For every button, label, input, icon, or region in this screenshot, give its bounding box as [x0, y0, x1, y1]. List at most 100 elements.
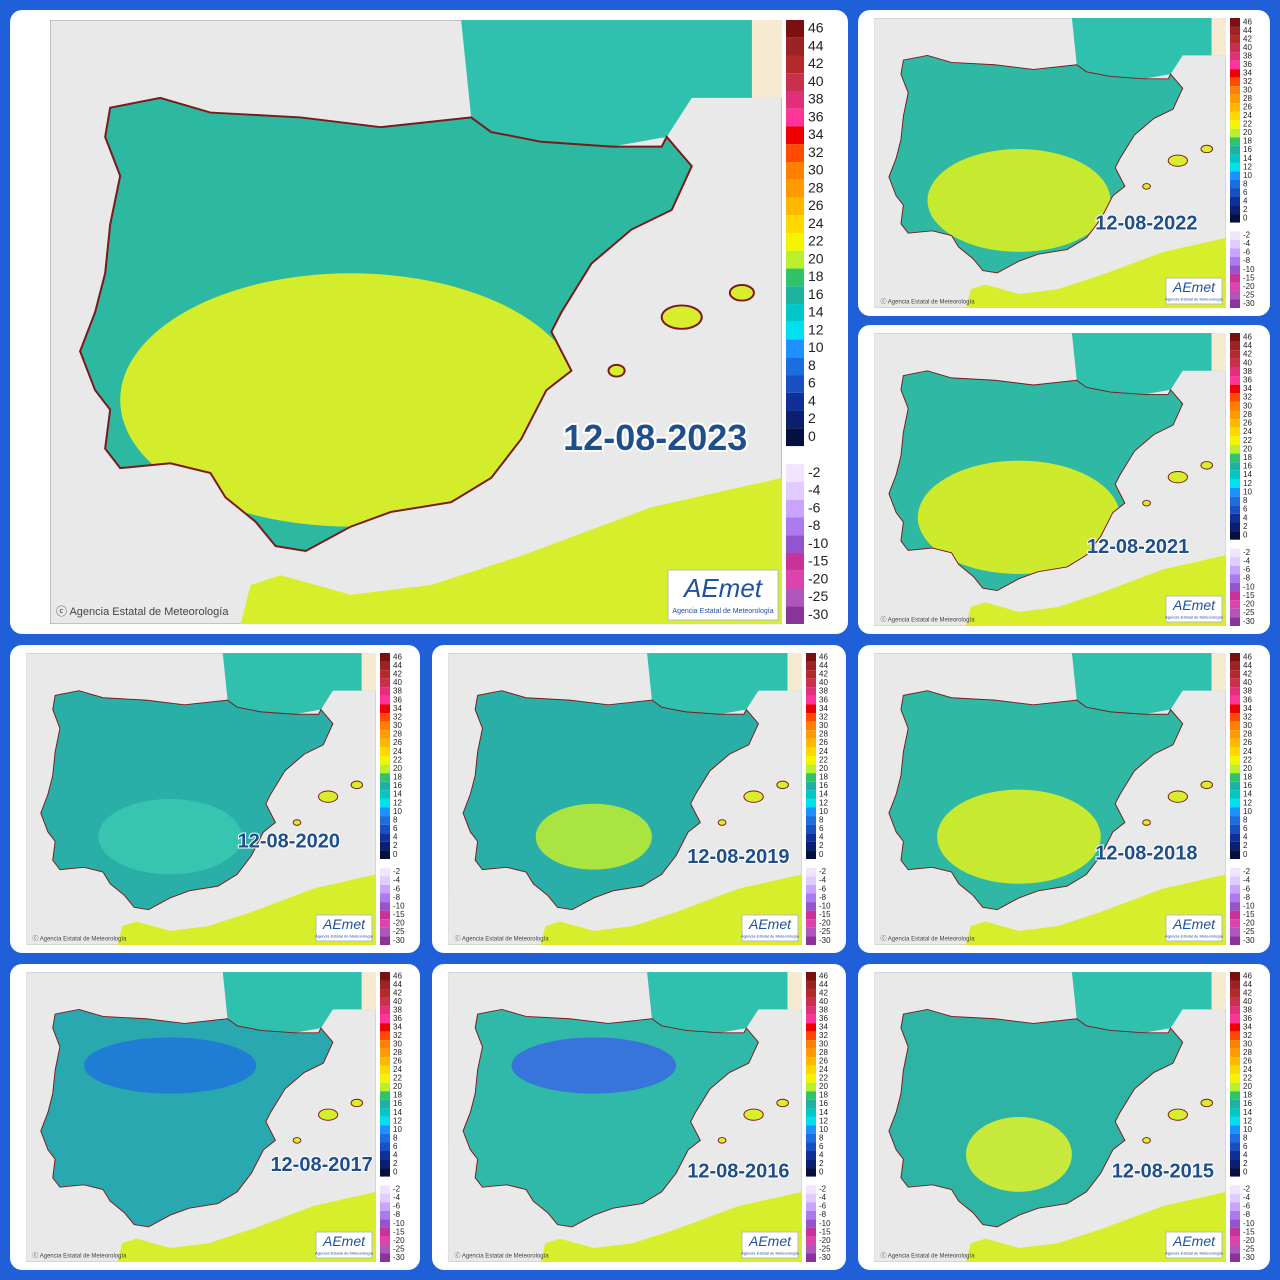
- legend-label: 14: [393, 790, 402, 799]
- legend-label: -6: [819, 1202, 827, 1211]
- legend-label: -15: [393, 1227, 405, 1236]
- island: [1167, 470, 1188, 484]
- panel-svg: 4644424038363432302826242220181614121086…: [50, 20, 828, 624]
- legend-label: 38: [1243, 1005, 1252, 1014]
- legend-label: -4: [393, 876, 401, 885]
- france: [461, 20, 782, 147]
- legend-label: 12: [393, 1116, 402, 1125]
- coast: [40, 690, 334, 911]
- island: [1200, 461, 1213, 470]
- legend-swatch: [380, 824, 390, 834]
- legend-label: -25: [1243, 608, 1255, 617]
- legend-label: 44: [393, 980, 402, 989]
- legend-label: 22: [819, 1074, 828, 1083]
- legend-swatch: [380, 1210, 390, 1220]
- logo-brand: AEmet: [322, 1233, 366, 1249]
- legend-label: 10: [1243, 487, 1252, 496]
- legend-label: 36: [1243, 375, 1252, 384]
- legend-swatch: [1230, 531, 1240, 540]
- legend-label: 42: [1243, 34, 1252, 43]
- legend-label: 30: [1243, 721, 1252, 730]
- legend-swatch: [1230, 1193, 1240, 1203]
- legend-swatch: [1230, 738, 1240, 748]
- legend-swatch: [1230, 248, 1240, 257]
- legend-swatch: [380, 927, 390, 937]
- legend-label: 46: [808, 20, 824, 36]
- legend-swatch: [1230, 333, 1240, 342]
- legend-label: 32: [1243, 77, 1252, 86]
- legend-label: -8: [819, 893, 827, 902]
- legend-label: 8: [819, 815, 824, 824]
- island: [318, 790, 339, 803]
- map-panel: 46 44 42 40 38 36 34 32 30 28 26 24 22 20 18 16 14 12 10 8 6…: [858, 10, 1270, 316]
- legend-swatch: [1230, 488, 1240, 497]
- legend-swatch: [806, 1006, 816, 1015]
- legend-label: -15: [808, 553, 828, 569]
- legend-swatch: [806, 833, 816, 842]
- legend-swatch: [1230, 1236, 1240, 1245]
- legend-label: -25: [1243, 1244, 1255, 1253]
- edge-strip: [1211, 333, 1226, 371]
- legend-label: -4: [1243, 1193, 1251, 1202]
- legend-swatch: [1230, 171, 1240, 180]
- legend-swatch: [1230, 591, 1240, 601]
- legend-swatch: [806, 798, 816, 808]
- copyright: ⓒ Agencia Estatal de Meteorología: [56, 605, 229, 618]
- legend-label: -15: [819, 1227, 831, 1236]
- legend-swatch: [1230, 282, 1240, 291]
- legend-label: -30: [808, 606, 828, 622]
- legend-label: -8: [1243, 256, 1251, 265]
- legend-swatch: [1230, 661, 1240, 671]
- legend-label: 42: [393, 670, 402, 679]
- legend-swatch: [806, 816, 816, 825]
- legend-label: 14: [393, 1108, 402, 1117]
- temperature-zone: [927, 148, 1111, 252]
- legend-label: 6: [1243, 1142, 1248, 1151]
- legend-label: 34: [1243, 384, 1252, 393]
- map-panel: 46 44 42 40 38 36 34 32 30 28 26 24 22 20 18 16 14 12 10 8 6…: [432, 964, 846, 1270]
- legend-label: -6: [808, 499, 821, 515]
- legend-swatch: [1230, 608, 1240, 618]
- legend-swatch: [1230, 350, 1240, 359]
- panel-svg: 4644424038363432302826242220181614121086…: [448, 652, 831, 945]
- legend-swatch: [380, 1133, 390, 1143]
- legend-swatch: [786, 37, 804, 56]
- legend-label: -4: [819, 876, 827, 885]
- legend-swatch: [786, 321, 804, 340]
- legend-swatch: [1230, 1244, 1240, 1254]
- legend-swatch: [1230, 1091, 1240, 1100]
- legend-swatch: [1230, 1099, 1240, 1109]
- island: [728, 284, 755, 302]
- legend-label: 42: [1243, 350, 1252, 359]
- map: [874, 333, 1226, 626]
- legend-swatch: [786, 481, 804, 500]
- legend-label: 40: [819, 678, 828, 687]
- france: [1071, 972, 1226, 1033]
- legend-label: 32: [1243, 393, 1252, 402]
- legend-swatch: [1230, 910, 1240, 920]
- copyright: ⓒ Agencia Estatal de Meteorología: [455, 1252, 550, 1260]
- island: [717, 1137, 727, 1144]
- legend-swatch: [1230, 1048, 1240, 1058]
- legend-label: 14: [1243, 790, 1252, 799]
- legend-swatch: [1230, 1014, 1240, 1024]
- legend-swatch: [806, 936, 816, 945]
- legend-label: -2: [819, 1185, 827, 1194]
- legend-label: -10: [1243, 265, 1255, 274]
- legend-label: 6: [808, 375, 816, 391]
- legend-swatch: [1230, 807, 1240, 817]
- legend-label: 20: [819, 1082, 828, 1091]
- legend-label: 12: [808, 321, 824, 337]
- legend-label: 18: [808, 268, 824, 284]
- legend-label: 24: [819, 747, 828, 756]
- legend-label: 34: [393, 704, 402, 713]
- legend-label: 20: [393, 764, 402, 773]
- legend-swatch: [1230, 94, 1240, 104]
- legend-label: 34: [819, 1023, 828, 1032]
- legend-swatch: [806, 972, 816, 981]
- legend-swatch: [1230, 670, 1240, 679]
- legend-swatch: [806, 1023, 816, 1032]
- legend-swatch: [786, 91, 804, 109]
- map-panel: 46 44 42 40 38 36 34 32 30 28 26 24 22 20 18 16 14 12 10 8 6…: [10, 10, 848, 634]
- legend-swatch: [380, 1040, 390, 1049]
